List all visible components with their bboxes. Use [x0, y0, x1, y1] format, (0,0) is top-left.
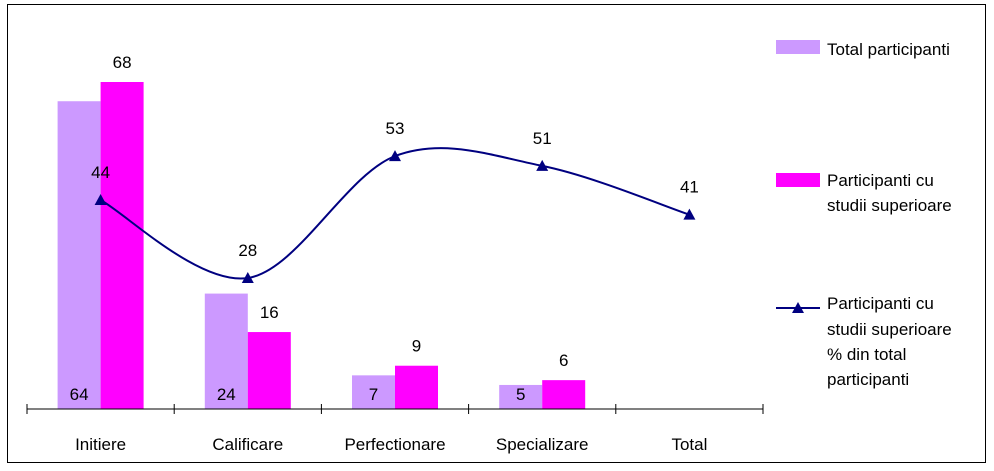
- bar-label-total-3: 5: [516, 385, 525, 404]
- bar-label-superioare-2: 9: [412, 337, 421, 356]
- bar-superioare-2: [395, 365, 438, 409]
- bar-label-total-0: 64: [70, 385, 89, 404]
- x-tick-label-0: Initiere: [75, 435, 126, 454]
- line-marker-2: [389, 150, 401, 162]
- bar-total-0: [57, 101, 101, 409]
- legend-label-1-1: studii superioare: [827, 196, 952, 215]
- legend-marker-percent: [792, 302, 804, 313]
- bar-label-superioare-0: 68: [113, 53, 132, 72]
- x-tick-label-2: Perfectionare: [344, 435, 445, 454]
- legend-label-2-1: studii superioare: [827, 320, 952, 339]
- legend-swatch-superioare: [776, 173, 820, 187]
- bar-total-2: [352, 375, 395, 409]
- bar-label-total-2: 7: [369, 385, 378, 404]
- legend-label-0-0: Total participanti: [827, 40, 950, 59]
- legend-label-2-3: participanti: [827, 370, 909, 389]
- line-label-1: 28: [238, 241, 257, 260]
- line-marker-3: [536, 159, 549, 171]
- bar-label-total-1: 24: [217, 385, 236, 404]
- line-series-percent: [100, 147, 690, 280]
- line-label-4: 41: [680, 178, 699, 197]
- line-marker-4: [683, 208, 696, 220]
- line-marker-0: [94, 194, 107, 205]
- bar-total-1: [204, 293, 248, 409]
- bar-total-3: [499, 384, 543, 409]
- line-label-2: 53: [386, 119, 405, 138]
- bar-superioare-0: [100, 82, 144, 409]
- chart-frame: [7, 4, 986, 463]
- legend-label-2-2: % din total: [827, 345, 906, 364]
- line-label-3: 51: [533, 129, 552, 148]
- bar-label-superioare-3: 6: [559, 351, 568, 370]
- bar-label-superioare-1: 16: [260, 303, 279, 322]
- legend-label-2-0: Participanti cu: [827, 294, 934, 313]
- line-label-0: 44: [91, 163, 110, 182]
- line-marker-1: [241, 272, 254, 283]
- legend-swatch-total: [776, 40, 820, 54]
- x-tick-label-4: Total: [671, 435, 707, 454]
- legend-label-1-0: Participanti cu: [827, 171, 934, 190]
- x-tick-label-3: Specializare: [496, 435, 589, 454]
- bar-superioare-3: [542, 380, 586, 409]
- bar-superioare-1: [247, 332, 291, 409]
- x-tick-label-1: Calificare: [212, 435, 283, 454]
